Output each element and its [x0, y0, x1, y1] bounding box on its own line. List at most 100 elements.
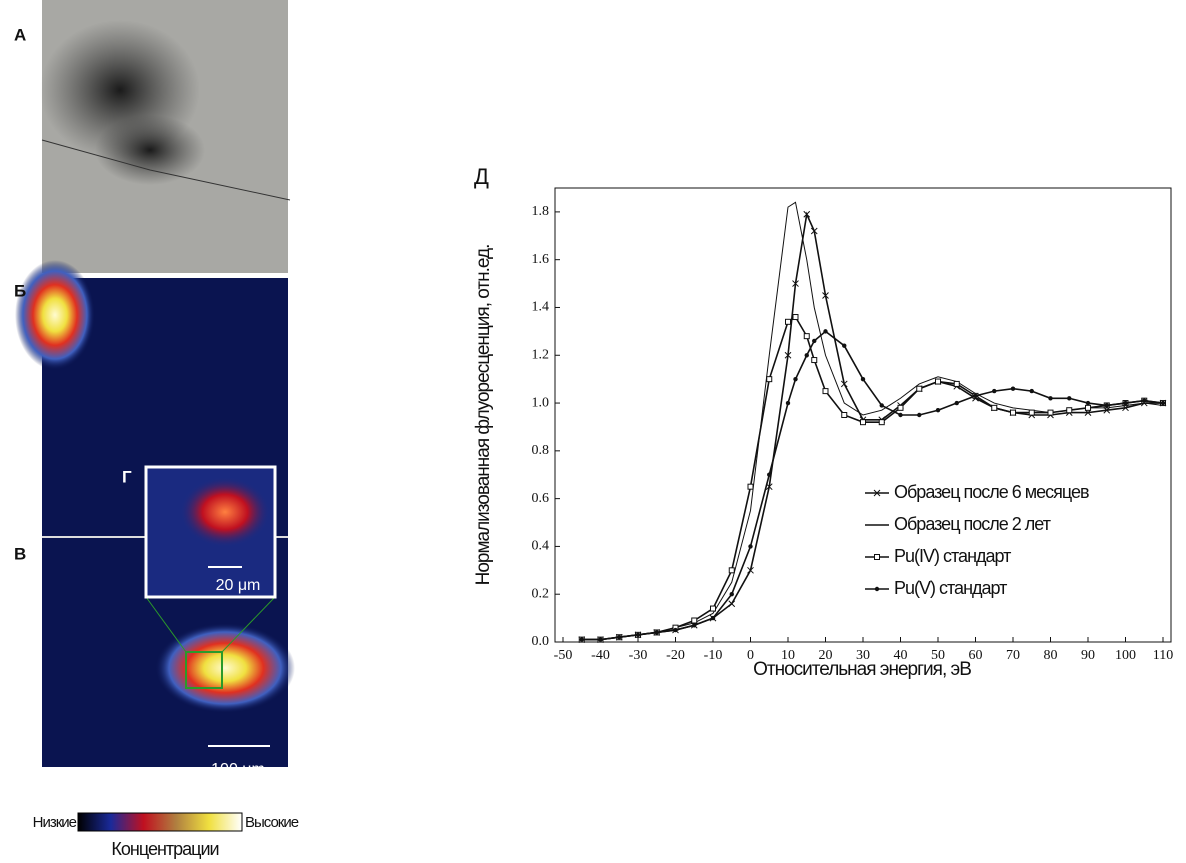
marker — [953, 380, 960, 387]
legend-label: Образец после 2 лет — [894, 514, 1051, 534]
x-tick-label: 80 — [1044, 648, 1058, 663]
y-tick-label: 1.8 — [532, 204, 550, 219]
marker — [728, 600, 736, 608]
x-tick-label: 10 — [781, 648, 795, 663]
panel-label: Б — [14, 281, 26, 300]
colorbar-low: Низкие — [33, 814, 77, 831]
concentration-map: 20 μm 100 μm — [15, 260, 295, 778]
panel-label: Г — [122, 467, 132, 486]
marker — [1085, 404, 1091, 411]
marker — [598, 637, 603, 642]
marker — [654, 630, 659, 635]
marker — [1010, 386, 1016, 391]
marker — [841, 412, 848, 418]
marker — [878, 419, 885, 426]
x-tick-label: 30 — [856, 648, 870, 663]
x-tick-label: 20 — [819, 648, 833, 663]
marker — [691, 617, 698, 624]
series — [578, 314, 1166, 643]
x-tick-label: -40 — [591, 648, 610, 663]
marker — [766, 376, 773, 383]
y-tick-label: 1.4 — [532, 300, 550, 315]
marker — [874, 554, 880, 560]
marker — [1010, 409, 1016, 416]
panel-label: Д — [474, 164, 489, 189]
marker — [728, 567, 735, 574]
y-tick-label: 1.2 — [532, 347, 550, 362]
marker — [617, 635, 622, 640]
zoom-box — [185, 651, 223, 689]
y-tick-label: 0.2 — [532, 586, 550, 601]
x-tick-label: -30 — [629, 648, 648, 663]
inset-spot — [180, 477, 270, 547]
marker — [935, 378, 941, 385]
marker — [992, 388, 997, 394]
marker — [840, 380, 848, 388]
legend-label: Образец после 6 месяцев — [894, 482, 1089, 502]
photo-crack — [41, 139, 291, 201]
series-line — [581, 330, 1164, 641]
x-tick-label: 60 — [969, 648, 983, 663]
marker — [803, 210, 811, 218]
series-line — [581, 201, 1164, 641]
marker — [748, 544, 753, 549]
legend-label: Pu(IV) стандарт — [894, 546, 1011, 566]
marker — [747, 483, 754, 490]
y-tick-label: 0.0 — [532, 634, 550, 649]
marker — [823, 329, 828, 334]
marker — [747, 566, 754, 574]
marker — [916, 385, 923, 392]
x-tick-label: 100 — [1115, 648, 1136, 663]
x-tick-label: 110 — [1153, 648, 1173, 663]
marker — [673, 627, 678, 633]
marker — [935, 408, 941, 413]
zoom-line — [221, 596, 276, 653]
marker — [635, 632, 641, 638]
marker — [1142, 398, 1147, 403]
marker — [804, 353, 809, 358]
marker — [917, 412, 922, 418]
marker — [767, 472, 772, 477]
marker — [811, 357, 818, 364]
marker — [842, 343, 847, 348]
marker — [954, 400, 959, 406]
series — [579, 329, 1166, 642]
x-tick-label: -20 — [666, 648, 685, 663]
marker — [785, 400, 791, 406]
series — [581, 201, 1164, 641]
x-tick-label: -50 — [554, 648, 573, 663]
x-tick-label: 0 — [747, 648, 754, 663]
marker — [793, 376, 798, 382]
marker — [792, 280, 799, 287]
y-tick-label: 0.8 — [532, 443, 550, 458]
marker — [784, 351, 792, 359]
marker — [822, 388, 829, 395]
marker — [1160, 400, 1166, 406]
series-line — [581, 315, 1164, 641]
zoom-line — [145, 596, 187, 653]
marker — [792, 314, 799, 321]
marker — [1085, 400, 1091, 406]
panel-label: В — [14, 544, 26, 563]
marker — [860, 419, 866, 426]
marker — [991, 404, 998, 411]
y-axis-label: Нормализованная флуоресценция, отн.ед. — [473, 245, 494, 586]
marker — [1066, 407, 1073, 414]
marker — [1123, 400, 1128, 406]
photo-dark-region — [95, 115, 205, 185]
marker — [1067, 396, 1072, 401]
hot-spot — [155, 623, 295, 713]
marker — [879, 403, 884, 408]
y-tick-label: 0.6 — [532, 491, 550, 506]
marker — [710, 605, 716, 612]
marker — [729, 592, 734, 597]
x-tick-label: 70 — [1006, 648, 1020, 663]
y-tick-label: 1.6 — [532, 252, 550, 267]
marker — [803, 333, 810, 340]
series — [578, 210, 1167, 643]
colorbar — [77, 812, 243, 832]
x-tick-label: 40 — [894, 648, 908, 663]
scale-label: 100 μm — [211, 761, 265, 778]
marker — [897, 404, 904, 411]
marker — [973, 393, 978, 399]
